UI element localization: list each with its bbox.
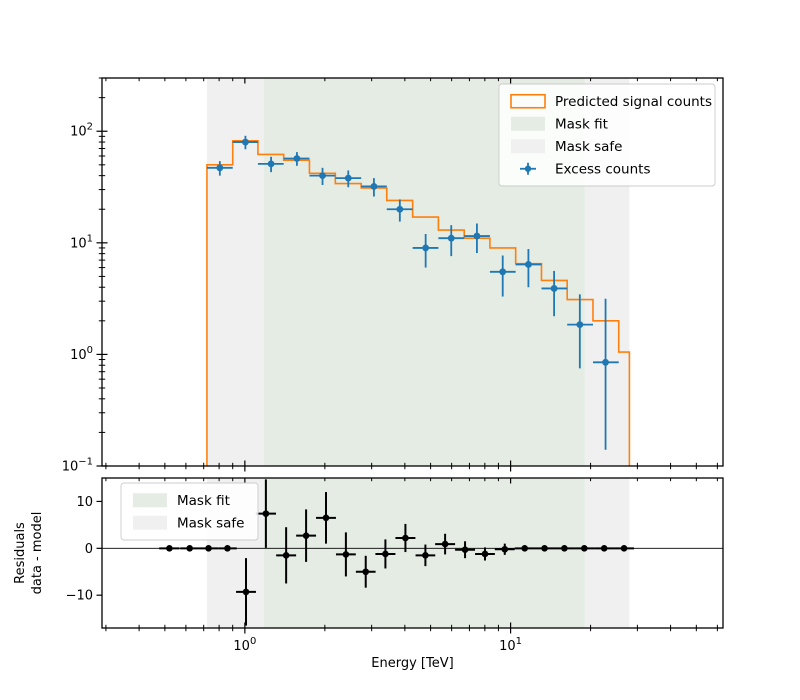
excess-point — [293, 155, 301, 162]
residual-point — [362, 568, 370, 576]
excess-point — [216, 164, 224, 172]
legend-item-label: Excess counts — [555, 162, 651, 178]
excess-point — [370, 183, 378, 190]
residual-point — [561, 545, 568, 552]
residual-axes-frame — [101, 477, 724, 629]
excess-point — [525, 261, 532, 268]
residual-point — [580, 545, 588, 552]
main-axes-frame — [101, 77, 724, 467]
residual-point — [461, 546, 469, 554]
residual-point — [166, 545, 173, 552]
residual-point — [422, 552, 429, 559]
residual-series — [159, 479, 634, 626]
residual-point — [541, 545, 548, 552]
legend-patch-swatch — [511, 139, 545, 154]
legend-item-label: Mask safe — [555, 139, 622, 155]
legend-patch-swatch — [133, 515, 167, 530]
excess-point — [550, 285, 558, 292]
residual-point — [620, 545, 628, 552]
legend-box — [498, 83, 716, 187]
residual-point — [242, 588, 250, 596]
residual-point — [402, 534, 409, 542]
excess-point — [602, 358, 609, 366]
excess-point — [473, 232, 481, 240]
excess-point — [242, 138, 249, 146]
residual-point — [282, 552, 290, 559]
legend-step-swatch — [510, 93, 546, 109]
legend-errorbar-point — [524, 165, 532, 172]
excess-point — [267, 160, 275, 168]
residual-legend: Mask fit Mask safe — [120, 482, 259, 541]
y-tick-label: 102 — [70, 122, 93, 140]
x-tick-label: 101 — [499, 636, 522, 654]
residual-point — [186, 545, 193, 552]
legend-item-label: Mask fit — [177, 493, 230, 509]
residual-y-tick-label: 0 — [85, 542, 93, 557]
excess-point — [499, 268, 507, 276]
y-tick-label: 100 — [70, 345, 93, 363]
legend-item-label: Mask fit — [555, 117, 608, 133]
svg-text:data - model: data - model — [30, 512, 45, 595]
residual-point — [600, 545, 608, 552]
excess-counts-series — [206, 135, 619, 450]
excess-point — [447, 234, 455, 242]
residual-point — [481, 550, 489, 558]
residual-y-tick-label: 10 — [76, 495, 93, 510]
excess-point — [319, 172, 326, 180]
excess-point — [422, 244, 430, 252]
svg-text:Residuals: Residuals — [13, 522, 28, 584]
legend-item-label: Predicted signal counts — [555, 94, 712, 110]
x-axis-title: Energy [TeV] — [371, 656, 453, 671]
residual-y-axis-title: Residuals data - model — [13, 512, 45, 595]
legend-item-label: Mask safe — [177, 516, 244, 532]
residual-point — [441, 540, 449, 548]
residual-point — [501, 545, 509, 553]
excess-point — [576, 321, 584, 329]
main-legend: Predicted signal counts Mask fit Mask safe… — [498, 83, 716, 187]
residual-point — [224, 545, 231, 552]
residual-point — [262, 510, 270, 517]
residual-point — [205, 545, 212, 552]
residual-point — [302, 532, 310, 539]
residual-point — [521, 545, 528, 552]
residual-point — [382, 550, 389, 558]
y-tick-label: 101 — [70, 233, 93, 251]
residual-point — [322, 514, 330, 522]
y-tick-label: 10−1 — [62, 457, 93, 475]
excess-point — [344, 174, 352, 182]
legend-patch-swatch — [133, 493, 167, 508]
residual-point — [342, 551, 350, 558]
predicted-signal-step — [206, 140, 631, 466]
legend-patch-swatch — [511, 116, 545, 131]
x-tick-label: 100 — [233, 636, 256, 654]
residual-y-tick-label: −10 — [66, 589, 93, 604]
excess-point — [396, 205, 404, 213]
